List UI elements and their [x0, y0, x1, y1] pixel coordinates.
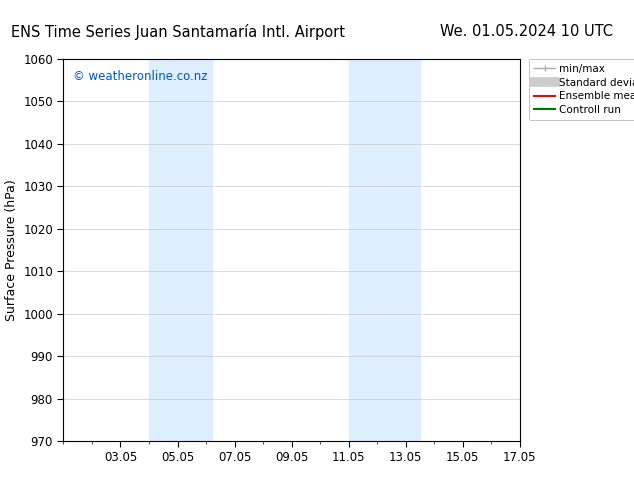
- Text: ENS Time Series Juan Santamaría Intl. Airport: ENS Time Series Juan Santamaría Intl. Ai…: [11, 24, 344, 40]
- Text: We. 01.05.2024 10 UTC: We. 01.05.2024 10 UTC: [440, 24, 612, 39]
- Text: © weatheronline.co.nz: © weatheronline.co.nz: [72, 70, 207, 83]
- Bar: [349, 59, 420, 441]
- Y-axis label: Surface Pressure (hPa): Surface Pressure (hPa): [4, 179, 18, 321]
- Legend: min/max, Standard deviation, Ensemble mean run, Controll run: min/max, Standard deviation, Ensemble me…: [529, 59, 634, 120]
- Bar: [149, 59, 212, 441]
